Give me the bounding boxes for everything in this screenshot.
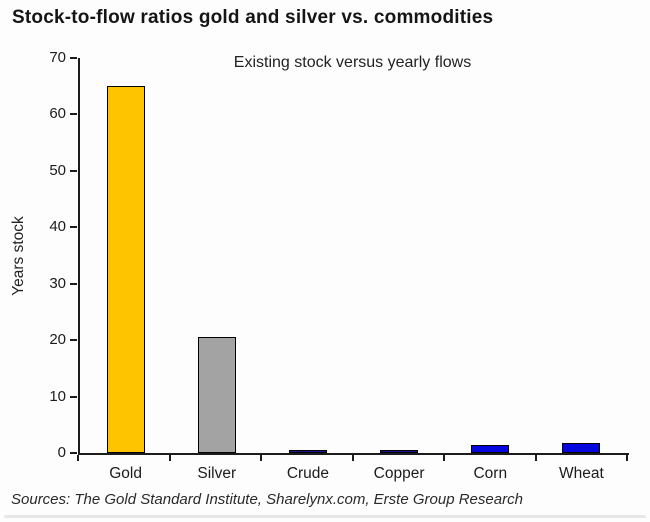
y-tick-mark-20 bbox=[70, 339, 77, 342]
y-tick-mark-60 bbox=[70, 113, 77, 116]
band-crude bbox=[262, 58, 353, 453]
band-wheat bbox=[536, 58, 627, 453]
bar-silver bbox=[197, 337, 236, 453]
y-tick-mark-70 bbox=[70, 57, 77, 59]
x-tick-mark-5 bbox=[534, 455, 537, 461]
chart-title: Stock-to-flow ratios gold and silver vs.… bbox=[12, 7, 494, 28]
bar-series bbox=[80, 58, 627, 453]
y-tick-label-30: 30 bbox=[49, 274, 66, 292]
x-category-label-wheat: Wheat bbox=[559, 465, 604, 482]
y-tick-mark-30 bbox=[70, 282, 77, 285]
sources-caption: Sources: The Gold Standard Institute, Sh… bbox=[11, 491, 523, 508]
bar-gold bbox=[106, 86, 145, 453]
y-tick-label-70: 70 bbox=[49, 49, 66, 66]
x-tick-mark-6 bbox=[626, 455, 628, 461]
bar-crude bbox=[288, 449, 327, 453]
y-tick-label-40: 40 bbox=[49, 218, 66, 236]
x-category-label-crude: Crude bbox=[286, 465, 330, 482]
x-tick-mark-1 bbox=[168, 455, 171, 461]
band-silver bbox=[171, 58, 262, 453]
x-category-label-copper: Copper bbox=[373, 465, 425, 482]
x-category-label-corn: Corn bbox=[473, 465, 508, 482]
bar-copper bbox=[380, 450, 419, 453]
x-tick-mark-2 bbox=[260, 455, 262, 461]
y-axis-label: Years stock bbox=[10, 216, 27, 296]
x-axis-category-labels: Gold Silver Crude Copper Corn Wheat bbox=[80, 465, 627, 483]
x-tick-mark-3 bbox=[351, 455, 354, 461]
page-bottom-edge bbox=[4, 515, 646, 518]
x-category-label-gold: Gold bbox=[109, 465, 142, 482]
band-copper bbox=[354, 58, 445, 453]
y-tick-mark-0 bbox=[70, 452, 77, 454]
y-tick-label-50: 50 bbox=[49, 161, 66, 179]
y-tick-mark-40 bbox=[70, 226, 77, 229]
chart-subtitle: Existing stock versus yearly flows bbox=[233, 54, 472, 71]
y-tick-label-60: 60 bbox=[49, 105, 66, 123]
y-tick-mark-50 bbox=[70, 169, 77, 172]
x-tick-mark-4 bbox=[443, 455, 445, 461]
plot-area bbox=[78, 58, 629, 455]
band-corn bbox=[445, 58, 536, 453]
y-tick-label-0: 0 bbox=[57, 444, 66, 461]
band-gold bbox=[80, 58, 171, 453]
x-tick-mark-0 bbox=[77, 455, 79, 461]
y-tick-label-10: 10 bbox=[49, 387, 66, 405]
bar-wheat bbox=[562, 442, 601, 453]
y-tick-mark-10 bbox=[70, 395, 77, 398]
x-category-label-silver: Silver bbox=[197, 465, 237, 482]
y-tick-label-20: 20 bbox=[49, 331, 66, 349]
bar-corn bbox=[471, 444, 510, 453]
